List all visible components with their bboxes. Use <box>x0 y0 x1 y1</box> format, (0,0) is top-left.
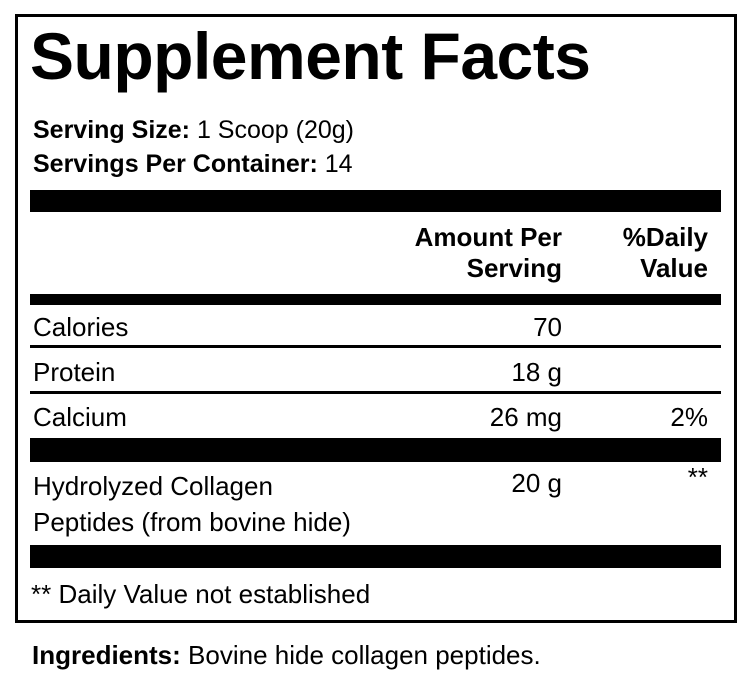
thin-divider <box>30 391 721 394</box>
footnote: ** Daily Value not established <box>31 579 371 609</box>
serving-size: Serving Size: 1 Scoop (20g) <box>33 116 354 145</box>
daily-value-header: %Daily Value <box>623 222 708 284</box>
thick-divider <box>30 438 721 462</box>
row-name-line: Peptides (from bovine hide) <box>33 507 351 537</box>
header-line: Amount Per <box>414 222 562 252</box>
servings-per-container: Servings Per Container: 14 <box>33 150 353 179</box>
supplement-facts-panel <box>15 14 737 623</box>
ingredients-label: Ingredients: <box>32 640 181 670</box>
panel-title: Supplement Facts <box>30 19 591 93</box>
thick-divider <box>30 545 721 568</box>
servings-per-container-label: Servings Per Container: <box>33 150 318 178</box>
row-amount: 18 g <box>511 357 562 387</box>
thin-divider <box>30 345 721 348</box>
row-name: Protein <box>33 357 116 387</box>
amount-per-serving-header: Amount Per Serving <box>415 222 562 284</box>
ingredients-value: Bovine hide collagen peptides. <box>188 640 541 670</box>
serving-size-label: Serving Size: <box>33 116 190 144</box>
row-daily-value: ** <box>687 462 708 492</box>
row-name: Hydrolyzed Collagen Peptides (from bovine… <box>33 468 351 540</box>
medium-divider <box>30 294 721 305</box>
thick-divider <box>30 190 721 212</box>
header-line: Serving <box>466 253 562 283</box>
header-line: Value <box>640 253 708 283</box>
row-name-line: Hydrolyzed Collagen <box>33 471 273 501</box>
header-line: %Daily <box>622 222 708 252</box>
serving-size-value: 1 Scoop (20g) <box>196 116 354 144</box>
row-amount: 70 <box>533 312 562 342</box>
row-name: Calories <box>33 312 129 342</box>
row-daily-value: 2% <box>670 402 708 432</box>
row-amount: 20 g <box>511 468 562 498</box>
row-amount: 26 mg <box>489 402 562 432</box>
servings-per-container-value: 14 <box>324 150 353 178</box>
ingredients: Ingredients: Bovine hide collagen peptid… <box>32 640 541 671</box>
row-name: Calcium <box>33 402 127 432</box>
